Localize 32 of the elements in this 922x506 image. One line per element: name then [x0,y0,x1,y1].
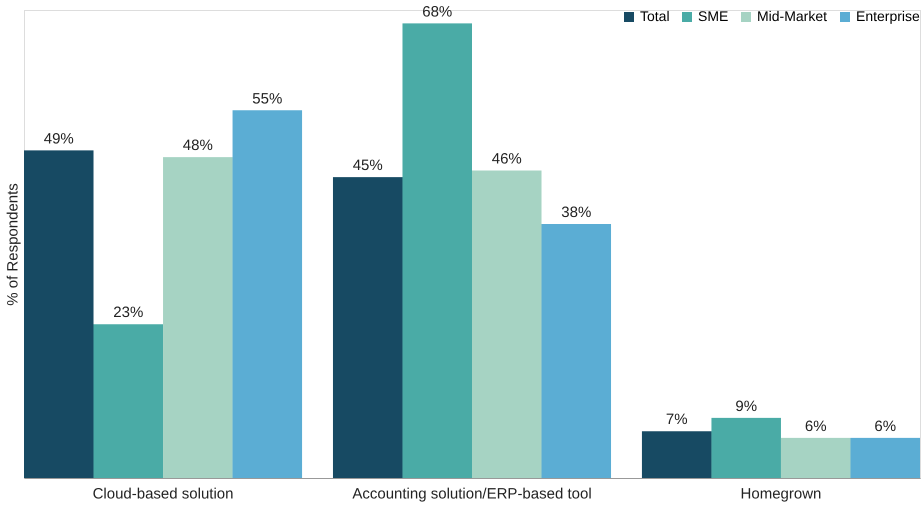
data-label: 6% [804,418,827,435]
bar [24,150,94,478]
x-tick-label: Cloud-based solution [92,486,234,502]
data-label: 55% [252,90,282,108]
data-label: 38% [561,204,592,221]
legend-label: SME [698,8,728,24]
bar [642,431,712,478]
x-tick-label: Accounting solution/ERP-based tool [352,486,592,502]
data-label: 7% [666,411,688,428]
bar [711,418,781,478]
data-label: 6% [874,418,896,435]
bar [402,23,472,478]
data-label: 9% [735,398,758,415]
legend-label: Enterprise [856,8,920,24]
data-label: 68% [422,3,452,20]
data-label: 49% [44,130,74,148]
bar [232,110,302,478]
data-label: 45% [352,157,383,174]
legend-label: Mid-Market [757,8,828,24]
bar [780,438,850,478]
x-tick-label: Homegrown [740,486,822,502]
data-label: 46% [492,150,522,168]
bar [850,438,920,478]
legend-label: Total [640,8,670,24]
y-axis-title: % of Respondents [4,183,22,306]
data-label: 48% [182,137,213,154]
bar [163,157,233,478]
bar [472,170,542,478]
bar [542,224,612,478]
bar [94,324,164,478]
bar [332,177,402,478]
data-label: 23% [113,304,144,322]
